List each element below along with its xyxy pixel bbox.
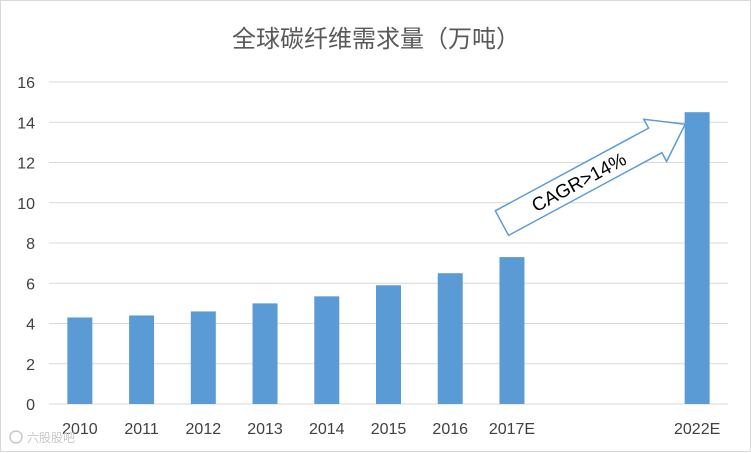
bar-2010 — [67, 317, 93, 404]
y-axis-ticks: 0 2 4 6 8 10 12 14 16 — [17, 75, 35, 414]
cagr-label: CAGR>14% — [529, 149, 631, 217]
y-tick-label: 8 — [26, 236, 35, 253]
bar-2014 — [314, 296, 340, 404]
bar-2015 — [376, 285, 401, 404]
y-tick-label: 4 — [26, 317, 35, 334]
x-tick-label: 2010 — [62, 421, 98, 438]
x-tick-label: 2014 — [309, 421, 345, 438]
bar-2012 — [190, 311, 216, 404]
watermark: 六股股吧 — [9, 430, 75, 445]
x-axis-ticks: 2010 2011 2012 2013 2014 2015 2016 2017E 2022E — [62, 421, 720, 438]
x-tick-label: 2016 — [432, 421, 468, 438]
bars — [67, 112, 710, 404]
bar-2022E — [684, 112, 710, 404]
y-tick-label: 10 — [17, 196, 35, 213]
x-tick-label: 2015 — [371, 421, 407, 438]
x-tick-label: 2022E — [674, 421, 720, 438]
cagr-annotation: CAGR>14% — [494, 118, 687, 237]
cagr-arrow — [494, 118, 687, 237]
bar-2011 — [129, 315, 155, 404]
y-tick-label: 16 — [17, 75, 35, 92]
y-tick-label: 0 — [26, 397, 35, 414]
gridlines — [49, 81, 728, 405]
x-tick-label: 2017E — [489, 421, 535, 438]
watermark-icon — [9, 430, 23, 444]
y-tick-label: 6 — [26, 276, 35, 293]
bar-2013 — [252, 303, 278, 404]
x-tick-label: 2012 — [186, 421, 222, 438]
y-tick-label: 12 — [17, 156, 35, 173]
bar-2016 — [437, 273, 463, 404]
x-tick-label: 2013 — [247, 421, 283, 438]
y-tick-label: 2 — [26, 357, 35, 374]
x-tick-label: 2011 — [124, 421, 159, 438]
y-tick-label: 14 — [17, 115, 35, 132]
bar-2017E — [499, 257, 525, 404]
watermark-text: 六股股吧 — [27, 431, 75, 445]
chart-title: 全球碳纤维需求量（万吨） — [232, 25, 520, 53]
